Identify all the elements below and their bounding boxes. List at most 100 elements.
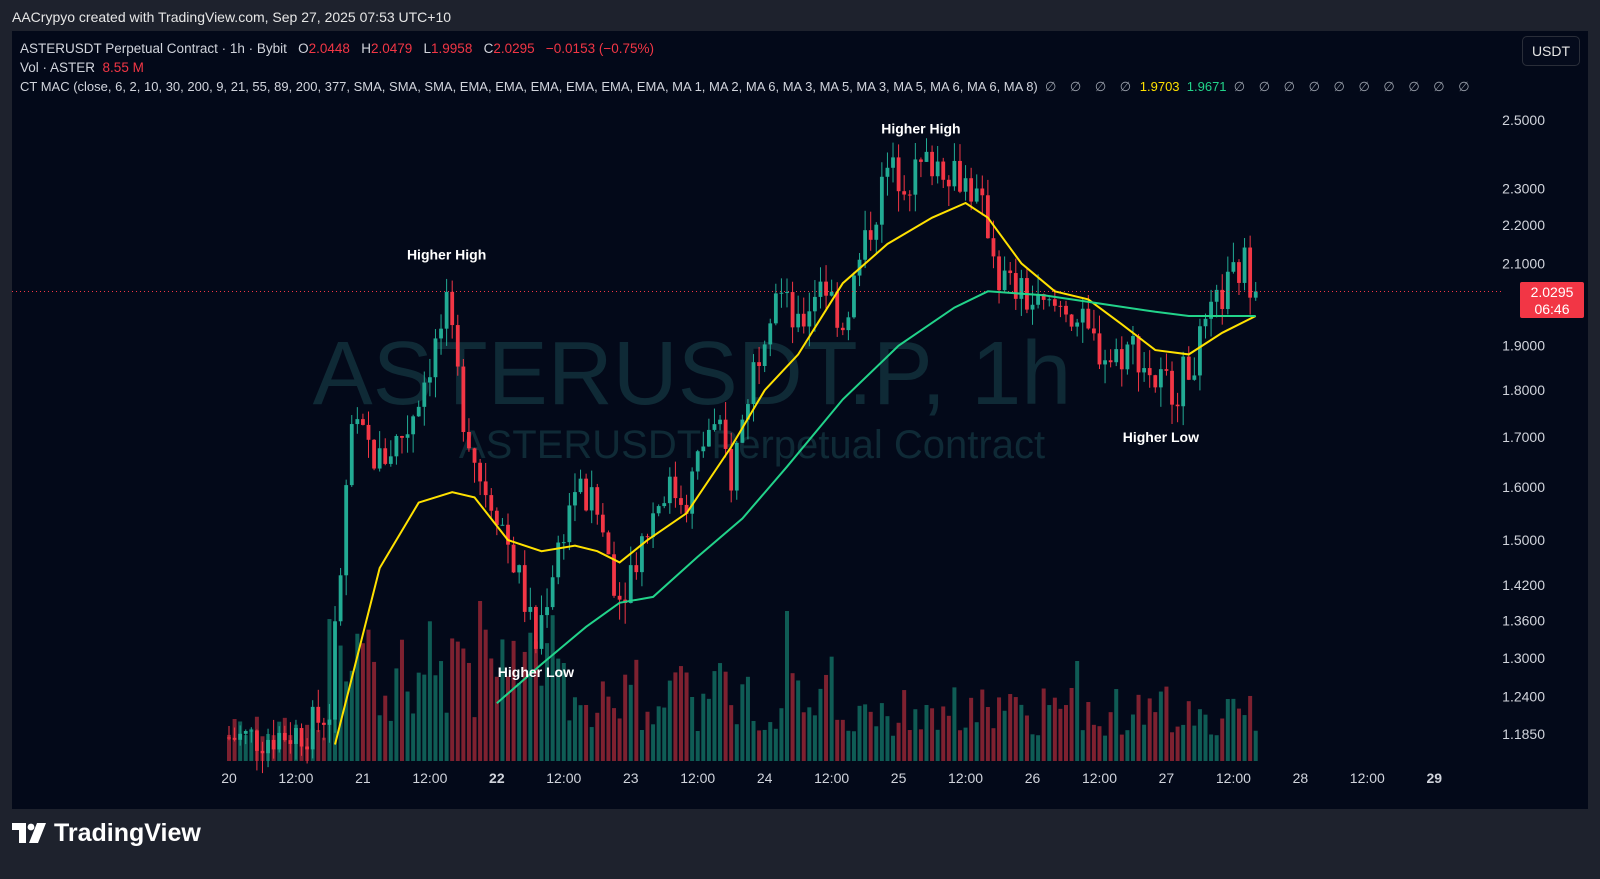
candle[interactable] bbox=[500, 518, 505, 526]
candle[interactable] bbox=[227, 726, 231, 741]
candle[interactable] bbox=[801, 297, 806, 334]
annotation-label[interactable]: Higher High bbox=[407, 246, 486, 262]
candle[interactable] bbox=[757, 346, 761, 385]
candle[interactable] bbox=[1103, 349, 1107, 384]
candle[interactable] bbox=[545, 588, 549, 628]
candle[interactable] bbox=[383, 438, 388, 466]
candle[interactable] bbox=[1175, 392, 1180, 423]
candle[interactable] bbox=[238, 725, 243, 746]
candle[interactable] bbox=[573, 473, 577, 522]
candle[interactable] bbox=[1153, 374, 1158, 393]
candle[interactable] bbox=[913, 142, 918, 212]
candle[interactable] bbox=[344, 479, 349, 596]
candle[interactable] bbox=[701, 431, 706, 458]
candle[interactable] bbox=[634, 552, 639, 580]
candle[interactable] bbox=[1231, 242, 1236, 274]
candle[interactable] bbox=[584, 473, 589, 512]
candle[interactable] bbox=[729, 432, 734, 503]
candle[interactable] bbox=[980, 175, 985, 216]
candle[interactable] bbox=[768, 318, 773, 357]
candle[interactable] bbox=[1036, 274, 1040, 309]
candle[interactable] bbox=[411, 414, 416, 453]
candle[interactable] bbox=[829, 279, 834, 297]
candle[interactable] bbox=[1013, 258, 1018, 310]
candle[interactable] bbox=[796, 295, 801, 333]
candle[interactable] bbox=[567, 492, 572, 551]
candle[interactable] bbox=[600, 503, 605, 537]
candle[interactable] bbox=[455, 314, 460, 376]
candle[interactable] bbox=[444, 278, 449, 346]
candle[interactable] bbox=[874, 222, 879, 254]
annotation-label[interactable]: Higher Low bbox=[498, 664, 574, 680]
candle[interactable] bbox=[310, 700, 315, 759]
candle[interactable] bbox=[1097, 315, 1102, 370]
currency-button[interactable]: USDT bbox=[1522, 36, 1580, 66]
candle[interactable] bbox=[494, 507, 499, 536]
candle[interactable] bbox=[628, 546, 633, 604]
candle[interactable] bbox=[1069, 313, 1074, 332]
candle[interactable] bbox=[589, 470, 594, 524]
candle[interactable] bbox=[1248, 235, 1253, 315]
candle[interactable] bbox=[1203, 313, 1208, 339]
candle[interactable] bbox=[623, 582, 628, 624]
candle[interactable] bbox=[896, 144, 901, 212]
candle[interactable] bbox=[277, 726, 282, 753]
volume-bars[interactable] bbox=[227, 601, 1258, 761]
candle[interactable] bbox=[405, 415, 410, 453]
candle[interactable] bbox=[1209, 289, 1213, 337]
candle[interactable] bbox=[255, 729, 259, 771]
candle[interactable] bbox=[941, 157, 946, 189]
candle[interactable] bbox=[366, 411, 371, 458]
candle[interactable] bbox=[645, 533, 650, 544]
candle[interactable] bbox=[439, 314, 443, 355]
candle[interactable] bbox=[489, 488, 494, 520]
candle[interactable] bbox=[840, 322, 845, 336]
candle[interactable] bbox=[550, 565, 555, 610]
candle[interactable] bbox=[377, 431, 382, 472]
candle[interactable] bbox=[846, 311, 851, 341]
candle[interactable] bbox=[712, 408, 717, 432]
candle[interactable] bbox=[338, 567, 343, 626]
candle[interactable] bbox=[427, 358, 432, 397]
candle[interactable] bbox=[656, 504, 661, 517]
candle[interactable] bbox=[785, 278, 789, 308]
candle[interactable] bbox=[1030, 285, 1035, 325]
candle[interactable] bbox=[958, 144, 962, 194]
candle[interactable] bbox=[824, 265, 828, 312]
candle[interactable] bbox=[963, 165, 968, 201]
candle[interactable] bbox=[997, 250, 1001, 304]
candle[interactable] bbox=[1075, 318, 1080, 337]
candle[interactable] bbox=[946, 175, 951, 206]
candle[interactable] bbox=[662, 496, 667, 509]
candle[interactable] bbox=[640, 533, 644, 587]
candle[interactable] bbox=[266, 728, 270, 768]
candle[interactable] bbox=[578, 469, 583, 494]
candle[interactable] bbox=[868, 211, 873, 251]
volume-label[interactable]: Vol · ASTER bbox=[20, 60, 96, 75]
candle[interactable] bbox=[969, 167, 974, 211]
candle[interactable] bbox=[773, 283, 778, 326]
symbol-title[interactable]: ASTERUSDT Perpetual Contract · 1h · Bybi… bbox=[20, 41, 287, 56]
candle[interactable] bbox=[1125, 341, 1130, 375]
candle[interactable] bbox=[478, 458, 482, 496]
candle[interactable] bbox=[282, 725, 287, 742]
candle[interactable] bbox=[734, 440, 739, 500]
candle[interactable] bbox=[723, 402, 728, 458]
candle[interactable] bbox=[1192, 357, 1197, 381]
candle[interactable] bbox=[388, 440, 393, 467]
candle[interactable] bbox=[333, 606, 337, 733]
candle[interactable] bbox=[1220, 274, 1225, 325]
candle[interactable] bbox=[1186, 346, 1191, 381]
candle[interactable] bbox=[534, 605, 538, 654]
candle[interactable] bbox=[985, 179, 990, 239]
candle[interactable] bbox=[321, 717, 326, 741]
candle[interactable] bbox=[400, 435, 404, 454]
candle[interactable] bbox=[695, 449, 700, 480]
candle[interactable] bbox=[852, 271, 856, 319]
symbol-legend[interactable]: ASTERUSDT Perpetual Contract · 1h · Bybi… bbox=[20, 41, 654, 56]
candle[interactable] bbox=[1158, 357, 1163, 407]
candle[interactable] bbox=[952, 143, 957, 191]
candle[interactable] bbox=[528, 587, 533, 620]
candle[interactable] bbox=[1170, 361, 1174, 424]
